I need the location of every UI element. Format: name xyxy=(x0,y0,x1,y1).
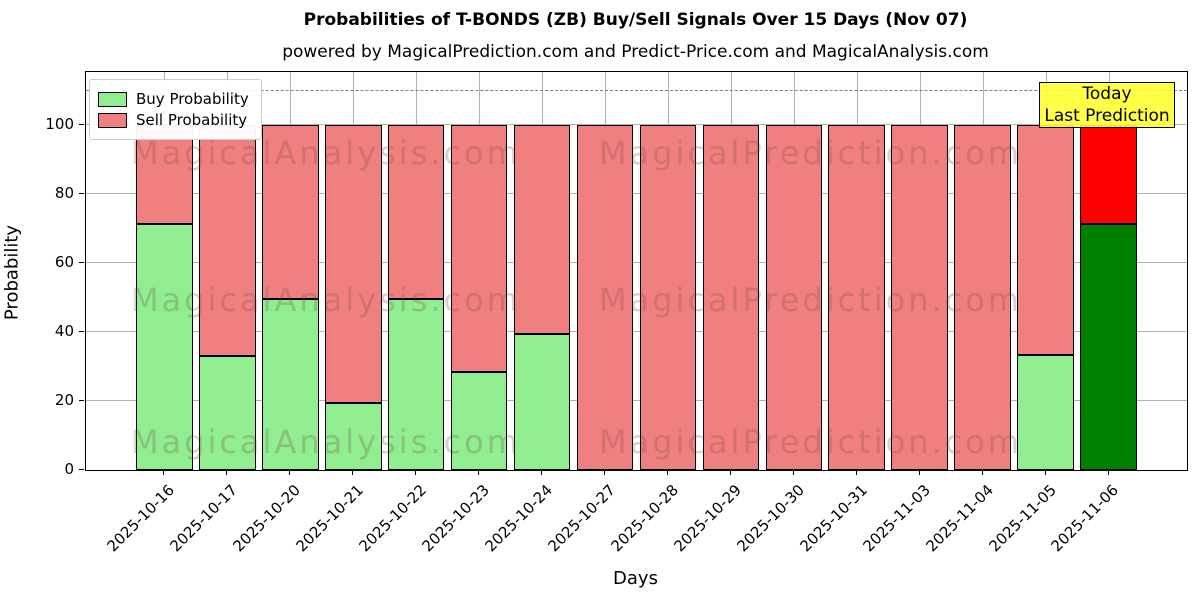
y-tick-mark xyxy=(79,193,84,195)
watermark-analysis: MagicalAnalysis.com xyxy=(131,134,521,172)
bar-segment-buy xyxy=(261,299,319,470)
y-tick-mark xyxy=(79,331,84,333)
y-tick-label: 80 xyxy=(54,184,74,203)
bar-segment-sell xyxy=(261,125,319,300)
x-tick-mark xyxy=(1107,470,1109,475)
x-tick-mark xyxy=(918,470,920,475)
x-tick-mark xyxy=(604,470,606,475)
dashed-threshold-line xyxy=(86,89,1187,91)
y-tick-mark xyxy=(79,469,84,470)
bar-segment-sell-today xyxy=(1080,125,1137,224)
bar-segment-sell xyxy=(828,125,886,470)
x-tick-mark xyxy=(792,470,794,475)
x-tick-mark xyxy=(1044,470,1046,475)
bar-segment-sell xyxy=(513,125,571,334)
x-tick-mark xyxy=(415,470,417,475)
plot-area: MagicalAnalysis.com MagicalPrediction.com… xyxy=(85,71,1188,471)
bar-segment-sell xyxy=(387,125,445,300)
x-tick-label: 2025-10-23 xyxy=(418,481,493,556)
bar-segment-sell xyxy=(891,125,949,470)
watermark-analysis: MagicalAnalysis.com xyxy=(131,281,521,319)
y-tick-label: 0 xyxy=(64,460,74,478)
x-tick-label: 2025-10-28 xyxy=(607,481,682,556)
bar-segment-buy xyxy=(450,371,508,470)
h-gridline xyxy=(86,262,1187,264)
x-tick-mark xyxy=(981,470,983,475)
x-tick-mark xyxy=(855,470,857,475)
bar-segment-sell xyxy=(136,125,193,224)
x-tick-mark xyxy=(163,470,165,475)
x-tick-label: 2025-10-17 xyxy=(166,481,242,556)
bar-segment-buy xyxy=(513,333,571,470)
x-tick-mark xyxy=(289,470,291,475)
bar-segment-buy xyxy=(136,223,193,470)
x-axis-label: Days xyxy=(613,568,658,589)
today-annotation-line1: Today xyxy=(1082,84,1132,104)
h-gridline xyxy=(86,124,1187,126)
x-tick-mark xyxy=(352,470,354,475)
today-annotation-line2: Last Prediction xyxy=(1044,106,1170,126)
y-tick-mark xyxy=(79,262,84,264)
x-tick-mark xyxy=(666,470,668,475)
bar-segment-buy xyxy=(324,402,382,470)
x-tick-mark xyxy=(226,470,228,475)
x-tick-label: 2025-10-24 xyxy=(481,481,556,556)
watermark-prediction: MagicalPrediction.com xyxy=(599,281,1022,319)
bar-segment-buy xyxy=(1017,354,1074,470)
h-gridline xyxy=(86,400,1187,402)
bar-segment-sell xyxy=(450,125,508,372)
bar-segment-buy xyxy=(387,299,445,470)
x-tick-label: 2025-10-29 xyxy=(670,481,745,556)
legend-label-buy: Buy Probability xyxy=(136,90,249,108)
h-gridline xyxy=(86,193,1187,195)
legend-item-buy: Buy Probability xyxy=(98,90,249,108)
sell-swatch-icon xyxy=(98,112,127,128)
watermark-prediction: MagicalPrediction.com xyxy=(599,423,1022,461)
bar-segment-sell xyxy=(639,125,697,470)
x-tick-mark xyxy=(541,470,543,475)
y-tick-label: 100 xyxy=(45,115,74,134)
x-tick-label: 2025-10-22 xyxy=(355,481,430,556)
bar-segment-sell xyxy=(765,125,823,470)
x-tick-label: 2025-10-20 xyxy=(229,481,305,556)
y-tick-label: 20 xyxy=(54,391,74,410)
bar-segment-sell xyxy=(702,125,760,470)
legend: Buy Probability Sell Probability xyxy=(89,79,262,140)
bar-segment-buy-today xyxy=(1080,223,1137,470)
legend-label-sell: Sell Probability xyxy=(136,111,248,129)
x-tick-mark xyxy=(478,470,480,475)
chart-title: Probabilities of T-BONDS (ZB) Buy/Sell S… xyxy=(303,10,968,30)
y-axis-label: Probability xyxy=(1,224,23,321)
bar-segment-sell xyxy=(198,125,256,357)
y-tick-label: 40 xyxy=(54,322,74,341)
watermark-prediction: MagicalPrediction.com xyxy=(599,134,1022,172)
today-annotation: Today Last Prediction xyxy=(1039,82,1175,128)
bar-segment-sell xyxy=(1017,125,1074,355)
y-tick-label: 60 xyxy=(54,253,74,272)
x-tick-label: 2025-10-21 xyxy=(292,481,367,556)
x-tick-label: 2025-10-16 xyxy=(103,481,179,556)
h-gridline xyxy=(86,331,1187,333)
y-tick-mark xyxy=(79,400,84,402)
y-tick-mark xyxy=(79,124,84,126)
x-tick-label: 2025-10-30 xyxy=(733,481,808,556)
bar-segment-sell xyxy=(324,125,382,403)
buy-swatch-icon xyxy=(98,91,127,107)
chart-subtitle: powered by MagicalPrediction.com and Pre… xyxy=(282,42,989,62)
legend-item-sell: Sell Probability xyxy=(98,111,249,129)
bar-segment-sell xyxy=(954,125,1012,470)
bar-segment-sell xyxy=(576,125,634,470)
watermark-analysis: MagicalAnalysis.com xyxy=(131,423,521,461)
x-tick-mark xyxy=(729,470,731,475)
bar-segment-buy xyxy=(198,356,256,470)
x-tick-label: 2025-10-27 xyxy=(544,481,619,556)
